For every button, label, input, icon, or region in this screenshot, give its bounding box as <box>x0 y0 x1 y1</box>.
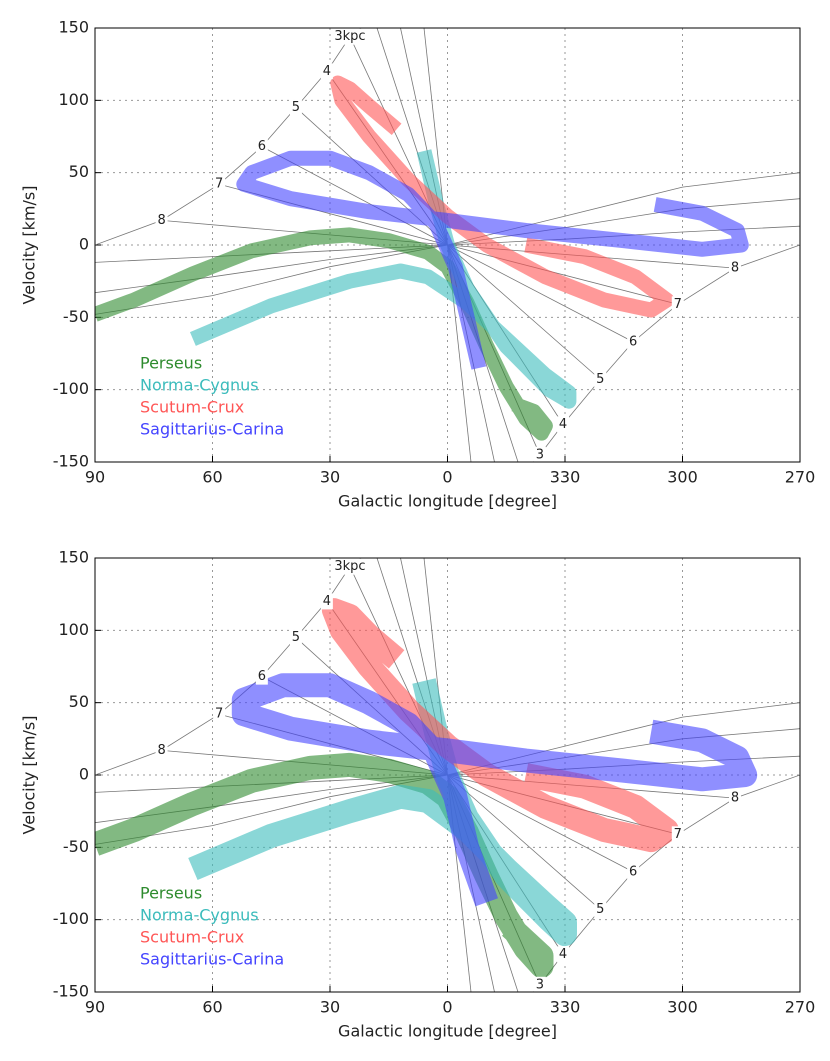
y-tick-label: -50 <box>63 307 89 326</box>
distance-label: 4 <box>559 947 567 962</box>
distance-label: 7 <box>215 177 223 192</box>
x-tick-label: 270 <box>785 998 816 1017</box>
distance-label: 5 <box>596 902 604 917</box>
annotation-bg <box>671 296 684 313</box>
distance-label: 7 <box>674 297 682 312</box>
y-tick-label: -100 <box>53 909 89 928</box>
distance-label: 3kpc <box>334 559 365 574</box>
distance-label: 4 <box>559 417 567 432</box>
legend-entry: Sagittarius-Carina <box>140 420 284 439</box>
annotation-bg <box>557 416 570 433</box>
arm-curve <box>236 150 749 370</box>
annotation-bg <box>728 260 741 277</box>
x-tick-label: 300 <box>667 998 698 1017</box>
annotation-bg <box>289 629 302 646</box>
distance-label: 5 <box>292 630 300 645</box>
axes-frame <box>94 557 801 993</box>
annotation-bg <box>320 593 333 610</box>
arm-curve <box>231 673 758 907</box>
annotation-bg <box>594 371 607 388</box>
annotation-bg <box>255 138 268 155</box>
distance-label: 3kpc <box>334 29 365 44</box>
y-tick-label: 0 <box>79 765 89 784</box>
distance-label: 8 <box>731 791 739 806</box>
panel: 90 60 30 0 330 300 270-150-100-500501001503kpc… <box>20 18 816 511</box>
distance-label: 3 <box>536 447 544 462</box>
x-tick-label: 330 <box>550 998 581 1017</box>
x-tick-label: 60 <box>202 468 222 487</box>
axes-frame <box>94 27 801 463</box>
y-axis-label: Velocity [km/s] <box>20 716 39 835</box>
annotation-bg <box>533 976 546 993</box>
x-tick-label: 30 <box>320 468 340 487</box>
distance-label: 8 <box>731 261 739 276</box>
annotation-bg <box>533 446 546 463</box>
y-tick-label: -150 <box>53 452 89 471</box>
x-tick-label: 0 <box>442 998 452 1017</box>
distance-label: 8 <box>157 213 165 228</box>
plot-area <box>95 28 800 462</box>
distance-label: 6 <box>258 669 266 684</box>
legend-entry: Perseus <box>140 884 202 903</box>
distance-label: 6 <box>258 139 266 154</box>
x-tick-label: 330 <box>550 468 581 487</box>
distance-label: 6 <box>629 864 637 879</box>
y-tick-label: -150 <box>53 982 89 1001</box>
distance-label: 7 <box>674 827 682 842</box>
x-tick-label: 270 <box>785 468 816 487</box>
x-tick-label: 90 <box>85 468 105 487</box>
legend-entry: Scutum-Crux <box>140 928 244 947</box>
annotation-bg <box>331 558 368 575</box>
annotation-bg <box>728 790 741 807</box>
plot-area <box>95 558 800 992</box>
distance-label: 4 <box>323 594 331 609</box>
annotation-bg <box>671 826 684 843</box>
x-tick-label: 300 <box>667 468 698 487</box>
distance-label: 3 <box>536 977 544 992</box>
panel: 90 60 30 0 330 300 270-150-100-500501001503kpc… <box>20 548 816 1041</box>
reference-line <box>95 28 362 246</box>
y-tick-label: -50 <box>63 837 89 856</box>
arm-curve <box>330 75 675 318</box>
y-axis-label: Velocity [km/s] <box>20 186 39 305</box>
annotation-bg <box>557 946 570 963</box>
y-tick-label: 50 <box>69 692 89 711</box>
annotation-bg <box>627 863 640 880</box>
legend-entry: Sagittarius-Carina <box>140 950 284 969</box>
x-tick-label: 90 <box>85 998 105 1017</box>
distance-label: 5 <box>292 100 300 115</box>
annotation-bg <box>627 333 640 350</box>
y-tick-label: -100 <box>53 379 89 398</box>
legend-entry: Norma-Cygnus <box>140 906 259 925</box>
distance-label: 8 <box>157 743 165 758</box>
annotation-bg <box>594 901 607 918</box>
distance-label: 7 <box>215 707 223 722</box>
distance-label: 4 <box>323 64 331 79</box>
annotation-bg <box>331 28 368 45</box>
annotation-bg <box>320 63 333 80</box>
annotation-bg <box>289 99 302 116</box>
x-tick-label: 30 <box>320 998 340 1017</box>
annotation-bg <box>213 706 226 723</box>
distance-label: 6 <box>629 334 637 349</box>
y-tick-label: 100 <box>58 620 89 639</box>
x-tick-label: 0 <box>442 468 452 487</box>
y-tick-label: 0 <box>79 235 89 254</box>
annotation-bg <box>155 742 168 759</box>
y-tick-label: 150 <box>58 548 89 567</box>
y-tick-label: 150 <box>58 18 89 37</box>
annotation-bg <box>213 176 226 193</box>
x-tick-label: 60 <box>202 998 222 1017</box>
distance-label: 5 <box>596 372 604 387</box>
legend-entry: Norma-Cygnus <box>140 376 259 395</box>
legend-entry: Scutum-Crux <box>140 398 244 417</box>
annotation-bg <box>155 212 168 229</box>
y-tick-label: 50 <box>69 162 89 181</box>
y-tick-label: 100 <box>58 90 89 109</box>
annotation-bg <box>255 668 268 685</box>
legend-entry: Perseus <box>140 354 202 373</box>
x-axis-label: Galactic longitude [degree] <box>338 492 557 511</box>
x-axis-label: Galactic longitude [degree] <box>338 1022 557 1041</box>
